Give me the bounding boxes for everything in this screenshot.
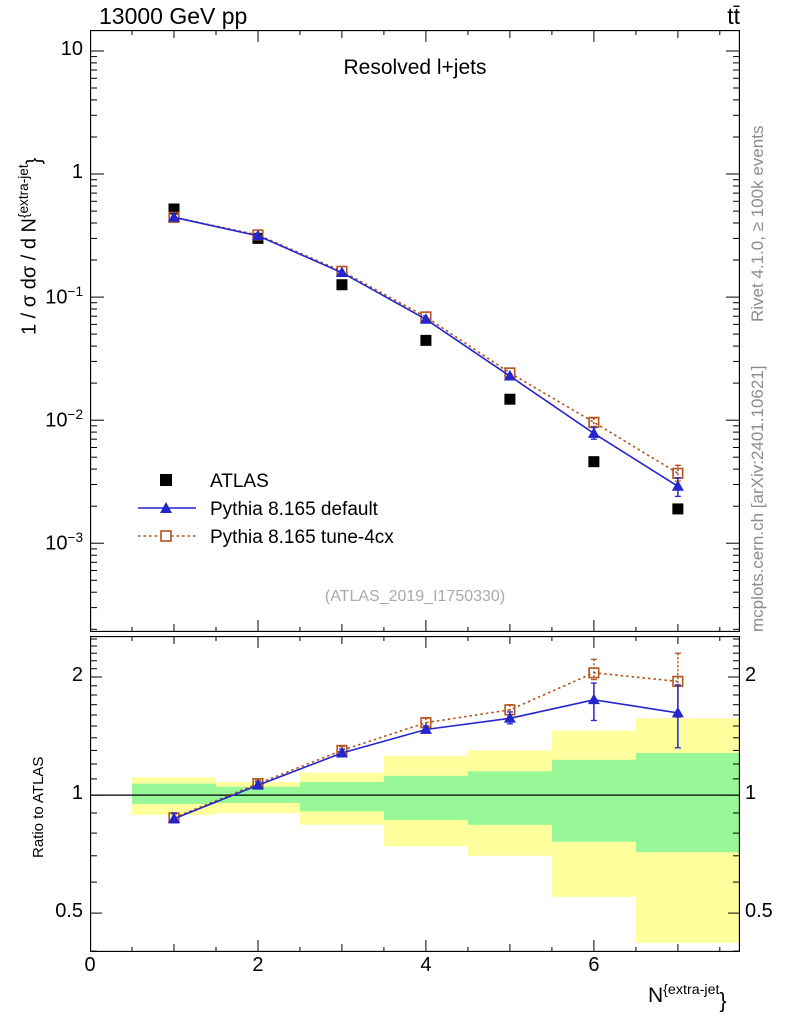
pythia-tune4cx-open-square-dotted-line-icon — [138, 528, 196, 549]
main-plot-panel — [90, 30, 740, 632]
legend-label-atlas: ATLAS — [210, 471, 269, 492]
x-tick-label: 0 — [84, 954, 96, 976]
legend-item-pythia-default: Pythia 8.165 default — [138, 496, 394, 524]
legend-label-pythia-tune4cx: Pythia 8.165 tune-4cx — [210, 527, 394, 548]
ratio-plot-panel — [90, 636, 740, 952]
x-tick-label: 2 — [252, 954, 264, 976]
ratio-y-tick-label-right: 1 — [745, 782, 757, 805]
x-axis-label: N{extra-jet} — [648, 982, 726, 1013]
legend-item-pythia-tune4cx: Pythia 8.165 tune-4cx — [138, 524, 394, 552]
main-y-tick-label: 10−2 — [45, 407, 83, 432]
ratio-y-axis-label: Ratio to ATLAS — [30, 756, 47, 858]
main-y-axis-label-brace: } — [23, 157, 46, 165]
rivet-version-label: Rivet 4.1.0, ≥ 100k events — [748, 125, 767, 322]
legend: ATLAS Pythia 8.165 default Pythia 8.165 … — [138, 468, 394, 552]
main-y-tick-label: 1 — [71, 161, 83, 184]
ratio-y-tick-label-left: 0.5 — [55, 900, 83, 923]
x-axis-label-base: N — [648, 984, 664, 1007]
analysis-subtitle: Resolved l+jets — [343, 56, 487, 79]
x-tick-label: 4 — [420, 954, 432, 976]
x-axis-label-sup: {extra-jet — [663, 982, 720, 998]
x-tick-label: 6 — [588, 954, 600, 976]
main-y-tick-label: 10 — [60, 37, 83, 60]
legend-item-atlas: ATLAS — [138, 468, 394, 496]
main-y-axis-label-sup: {extra-jet — [16, 164, 31, 219]
mcplots-arxiv-label: mcplots.cern.ch [arXiv:2401.10621] — [748, 365, 767, 632]
ratio-y-tick-label-right: 0.5 — [745, 900, 773, 923]
x-axis-label-brace: } — [719, 989, 727, 1013]
atlas-filled-square-icon — [138, 472, 196, 493]
analysis-id-watermark: (ATLAS_2019_I1750330) — [324, 588, 506, 605]
pythia-default-triangle-line-icon — [138, 500, 196, 521]
main-y-axis-label-base: 1 / σ dσ / d N — [18, 218, 41, 335]
beam-energy-title: 13000 GeV pp — [99, 3, 248, 29]
main-y-axis-label: 1 / σ dσ / d N{extra-jet} — [16, 158, 47, 335]
main-y-tick-label: 10−3 — [45, 530, 83, 555]
process-title: tt̄ — [727, 3, 740, 29]
ratio-y-tick-label-left: 2 — [71, 664, 83, 687]
ratio-y-tick-label-right: 2 — [745, 664, 757, 687]
main-y-tick-label: 10−1 — [45, 284, 83, 309]
legend-label-pythia-default: Pythia 8.165 default — [210, 499, 378, 520]
ratio-y-tick-label-left: 1 — [71, 782, 83, 805]
